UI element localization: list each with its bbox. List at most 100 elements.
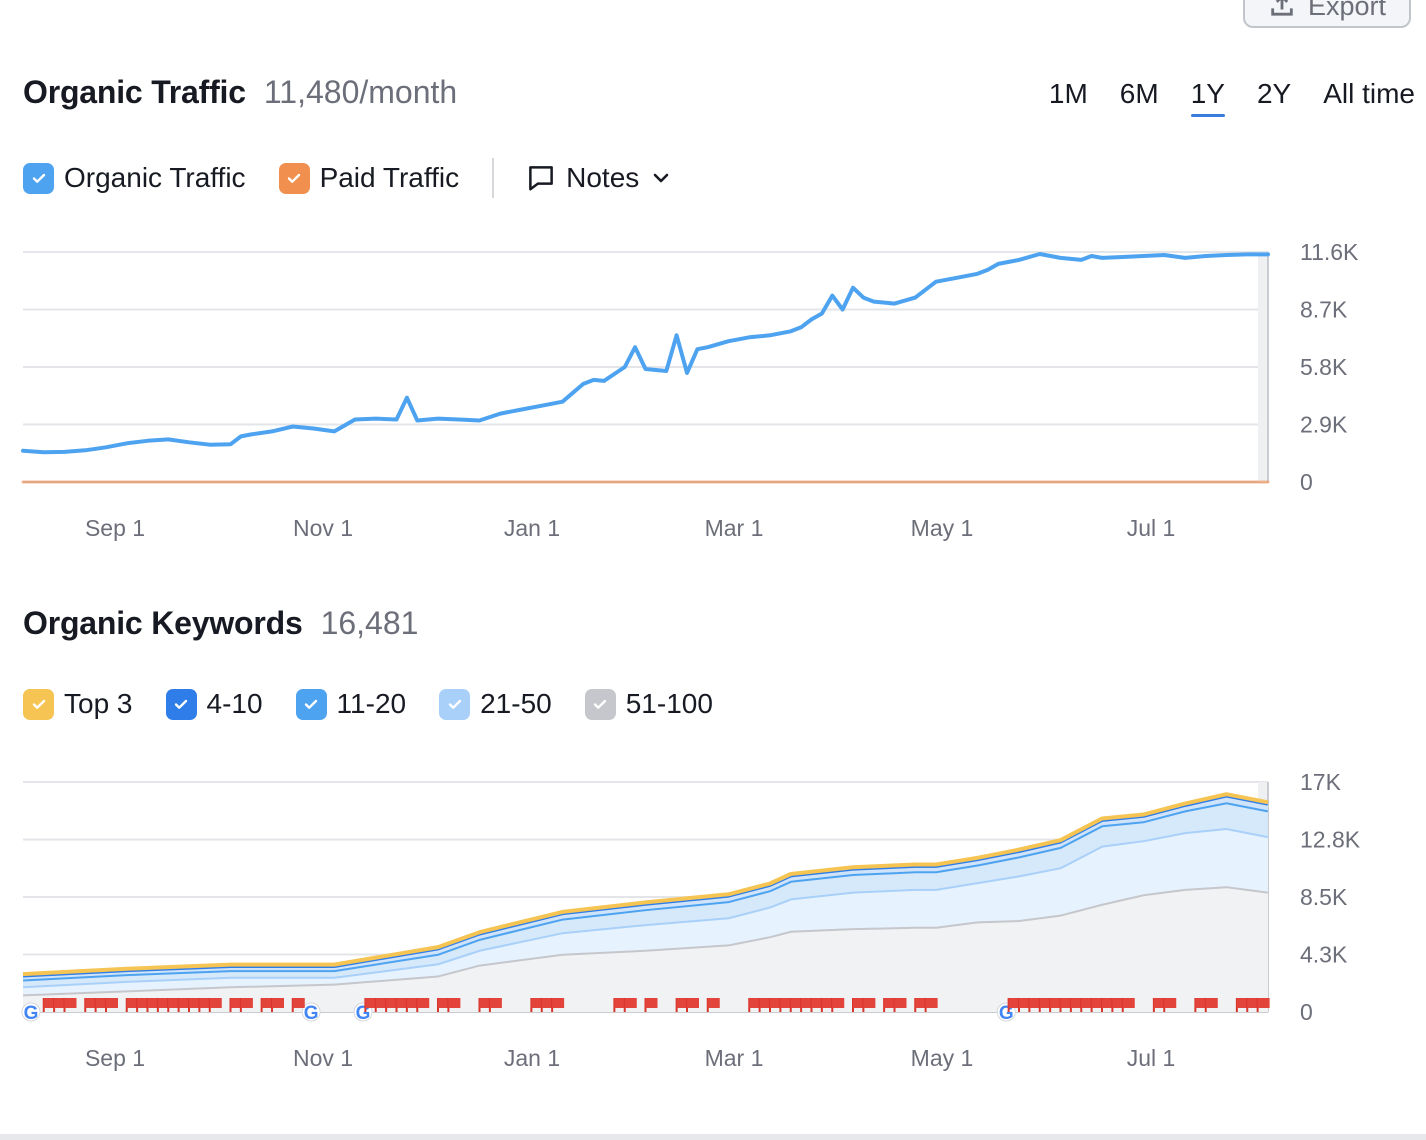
flag-marker: [374, 998, 388, 1012]
flag-marker: [644, 998, 658, 1012]
legend-divider: [492, 158, 495, 198]
flag-marker: [789, 998, 803, 1012]
flag-marker: [105, 998, 118, 1012]
flag-marker: [551, 998, 565, 1012]
flag-marker: [623, 998, 637, 1012]
flag-marker: [1101, 998, 1114, 1012]
traffic-header: Organic Traffic 11,480/month: [23, 74, 457, 111]
flag-marker: [125, 998, 139, 1012]
checkbox-checked-icon: [165, 688, 197, 720]
flag-marker: [1235, 998, 1249, 1012]
checkbox-checked-icon: [23, 688, 54, 720]
checkbox-checked-icon: [295, 688, 327, 720]
y-tick-label: 4.3K: [1300, 942, 1348, 968]
y-tick-label: 0: [1300, 469, 1313, 495]
x-tick-label: Jan 1: [504, 515, 560, 541]
bottom-divider: [0, 1134, 1426, 1140]
cursor-band: [1258, 252, 1268, 482]
flag-marker: [146, 998, 160, 1012]
legend-51-100[interactable]: 51-100: [584, 688, 713, 720]
legend-label: 21-50: [480, 688, 552, 719]
flag-marker: [675, 998, 689, 1012]
flag-marker: [1111, 998, 1125, 1012]
flag-marker: [1018, 998, 1031, 1012]
period-2y[interactable]: 2Y: [1256, 78, 1292, 109]
series-line-top-3: [22, 792, 1269, 977]
x-tick-label: May 1: [911, 1045, 974, 1071]
notes-label: Notes: [566, 162, 640, 193]
flag-marker: [862, 998, 876, 1012]
flag-marker: [437, 998, 450, 1012]
checkbox-checked-icon: [23, 162, 54, 194]
flag-marker: [914, 998, 928, 1012]
export-button[interactable]: Export: [1243, 0, 1411, 28]
series-area-21-50: [23, 828, 1268, 995]
flag-marker: [156, 998, 170, 1012]
flag-marker: [405, 998, 419, 1012]
x-tick-label: Jul 1: [1127, 515, 1176, 541]
flag-marker: [1007, 998, 1021, 1012]
flag-marker: [800, 998, 814, 1012]
series-line-organic-traffic: [21, 252, 1270, 455]
flag-marker: [1163, 998, 1177, 1012]
flag-marker: [229, 998, 243, 1012]
y-tick-label: 12.8K: [1300, 827, 1361, 853]
flag-marker: [1069, 998, 1083, 1012]
flag-marker: [779, 998, 793, 1012]
period-all-time[interactable]: All time: [1323, 78, 1415, 109]
export-icon: [1271, 0, 1293, 16]
legend-label: 11-20: [336, 688, 407, 719]
flag-marker: [1090, 998, 1104, 1012]
flag-marker: [769, 998, 782, 1012]
flag-marker: [42, 998, 56, 1012]
flag-marker: [167, 998, 181, 1012]
x-tick-label: May 1: [911, 515, 974, 541]
series-area-51-100: [23, 886, 1268, 1012]
y-tick-label: 8.5K: [1300, 884, 1348, 910]
flag-marker: [1080, 998, 1094, 1012]
period-selector: 1M 6M 1Y 2Y All time: [1033, 75, 1415, 117]
flag-marker: [748, 998, 762, 1012]
organic-keywords-chart[interactable]: 0 4.3K 8.5K 12.8K 17K Sep 1 Nov 1 Jan 1 Mar 1 May…: [0, 760, 1426, 1090]
legend-21-50[interactable]: 21-50: [439, 688, 552, 720]
svg-text:G: G: [356, 1003, 371, 1024]
period-1m[interactable]: 1M: [1048, 78, 1088, 109]
flag-marker: [820, 998, 834, 1012]
flag-marker: [416, 998, 430, 1012]
flag-marker: [198, 998, 212, 1012]
legend-paid-traffic[interactable]: Paid Traffic: [278, 162, 460, 194]
notes-dropdown[interactable]: Notes: [526, 162, 673, 194]
flag-marker: [478, 998, 492, 1012]
legend-11-20[interactable]: 11-20: [295, 688, 407, 720]
flag-marker: [831, 998, 845, 1012]
period-1y[interactable]: 1Y: [1175, 75, 1241, 117]
flag-marker: [852, 998, 865, 1012]
y-tick-label: 0: [1300, 999, 1313, 1025]
keywords-value: 16,481: [320, 605, 419, 641]
legend-top-3[interactable]: Top 3: [23, 688, 133, 720]
traffic-title: Organic Traffic: [23, 74, 246, 110]
flag-marker: [1246, 998, 1260, 1012]
flag-marker: [1038, 998, 1052, 1012]
legend-label: Organic Traffic: [64, 162, 246, 193]
flag-marker: [1121, 998, 1135, 1012]
keywords-legend: Top 3 4-10 11-20 21-50 51-100: [23, 688, 746, 720]
flag-marker: [924, 998, 938, 1012]
y-tick-label: 11.6K: [1300, 239, 1359, 265]
svg-text:G: G: [999, 1003, 1014, 1024]
legend-organic-traffic[interactable]: Organic Traffic: [23, 162, 246, 194]
x-tick-label: Jan 1: [504, 1045, 560, 1071]
x-tick-label: Nov 1: [293, 1045, 353, 1071]
legend-label: Paid Traffic: [319, 162, 460, 193]
comment-icon: [529, 166, 553, 191]
organic-traffic-chart[interactable]: 0 2.9K 5.8K 8.7K 11.6K Sep 1 Nov 1 Jan 1 Mar 1 Ma…: [0, 230, 1426, 560]
period-6m[interactable]: 6M: [1119, 78, 1159, 109]
legend-label: 51-100: [625, 688, 713, 719]
traffic-value: 11,480/month: [263, 74, 458, 110]
google-update-icon: G: [301, 1002, 321, 1024]
traffic-legend: Organic Traffic Paid Traffic Notes: [23, 158, 673, 198]
legend-4-10[interactable]: 4-10: [165, 688, 263, 720]
flag-marker: [84, 998, 98, 1012]
x-tick-label: Jul 1: [1127, 1045, 1176, 1071]
google-update-icon: G: [21, 1002, 41, 1024]
